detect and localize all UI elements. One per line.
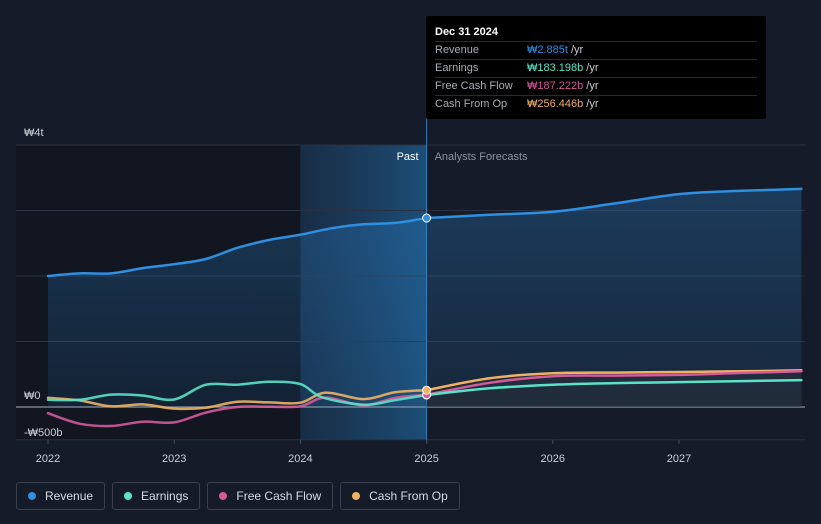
- tooltip-row-free-cash-flow: Free Cash Flow ₩187.222b /yr: [435, 77, 757, 95]
- tooltip-value: ₩256.446b: [527, 98, 584, 110]
- cash-from-op-line-forecast: [425, 369, 803, 392]
- legend-dot-icon: [352, 492, 361, 500]
- tooltip-label: Revenue: [435, 44, 480, 56]
- tooltip-label: Cash From Op: [435, 98, 508, 110]
- x-tick-label: 2024: [288, 453, 312, 465]
- earnings-line-forecast: [425, 378, 803, 397]
- y-tick-label: -₩500b: [24, 427, 63, 439]
- tooltip-unit: /yr: [586, 80, 599, 92]
- x-tick-label: 2023: [162, 453, 186, 465]
- legend-label: Free Cash Flow: [236, 489, 322, 503]
- earnings-line-past: [46, 380, 428, 406]
- tooltip-unit: /yr: [586, 62, 599, 74]
- x-tick-label: 2027: [667, 453, 691, 465]
- legend-item-earnings[interactable]: Earnings: [112, 482, 201, 510]
- cash-from-op-highlight-point: [422, 385, 432, 395]
- legend-dot-icon: [219, 492, 228, 500]
- tooltip-unit: /yr: [586, 98, 599, 110]
- tooltip-label: Earnings: [435, 62, 479, 74]
- revenue-highlight-point: [422, 213, 432, 223]
- legend-dot-icon: [28, 492, 36, 500]
- tooltip-value: ₩2.885t: [527, 44, 568, 56]
- tooltip-date: Dec 31 2024: [435, 26, 498, 38]
- legend-dot-icon: [124, 492, 133, 500]
- legend-item-cash-from-op[interactable]: Cash From Op: [340, 482, 460, 510]
- legend-label: Cash From Op: [369, 489, 448, 503]
- x-tick-label: 2025: [414, 453, 438, 465]
- cash-from-op-line-past: [46, 388, 428, 411]
- x-tick-label: 2026: [541, 453, 565, 465]
- tooltip-value: ₩183.198b: [527, 62, 584, 74]
- tooltip-row-cash-from-op: Cash From Op ₩256.446b /yr: [435, 95, 757, 113]
- tooltip-value: ₩187.222b: [527, 80, 584, 92]
- legend-label: Revenue: [45, 489, 94, 503]
- hover-tooltip: Dec 31 2024 Revenue ₩2.885t /yr Earnings…: [426, 16, 766, 119]
- y-tick-label: ₩0: [24, 390, 41, 402]
- legend-label: Earnings: [141, 489, 189, 503]
- forecast-region-label: Analysts Forecasts: [435, 151, 528, 163]
- tooltip-row-revenue: Revenue ₩2.885t /yr: [435, 41, 757, 59]
- legend-item-revenue[interactable]: Revenue: [16, 482, 106, 510]
- revenue-line-forecast: [425, 187, 803, 220]
- y-tick-label: ₩4t: [24, 127, 44, 139]
- legend-item-free-cash-flow[interactable]: Free Cash Flow: [207, 482, 334, 510]
- revenue-area-fill: [48, 188, 802, 407]
- tooltip-label: Free Cash Flow: [435, 80, 513, 92]
- tooltip-row-earnings: Earnings ₩183.198b /yr: [435, 59, 757, 77]
- tooltip-unit: /yr: [570, 44, 584, 56]
- revenue-line-past: [46, 216, 428, 278]
- x-tick-label: 2022: [36, 453, 60, 465]
- free-cash-flow-line-forecast: [425, 370, 803, 397]
- past-region-label: Past: [397, 151, 419, 163]
- chart-legend: Revenue Earnings Free Cash Flow Cash Fro…: [16, 482, 460, 510]
